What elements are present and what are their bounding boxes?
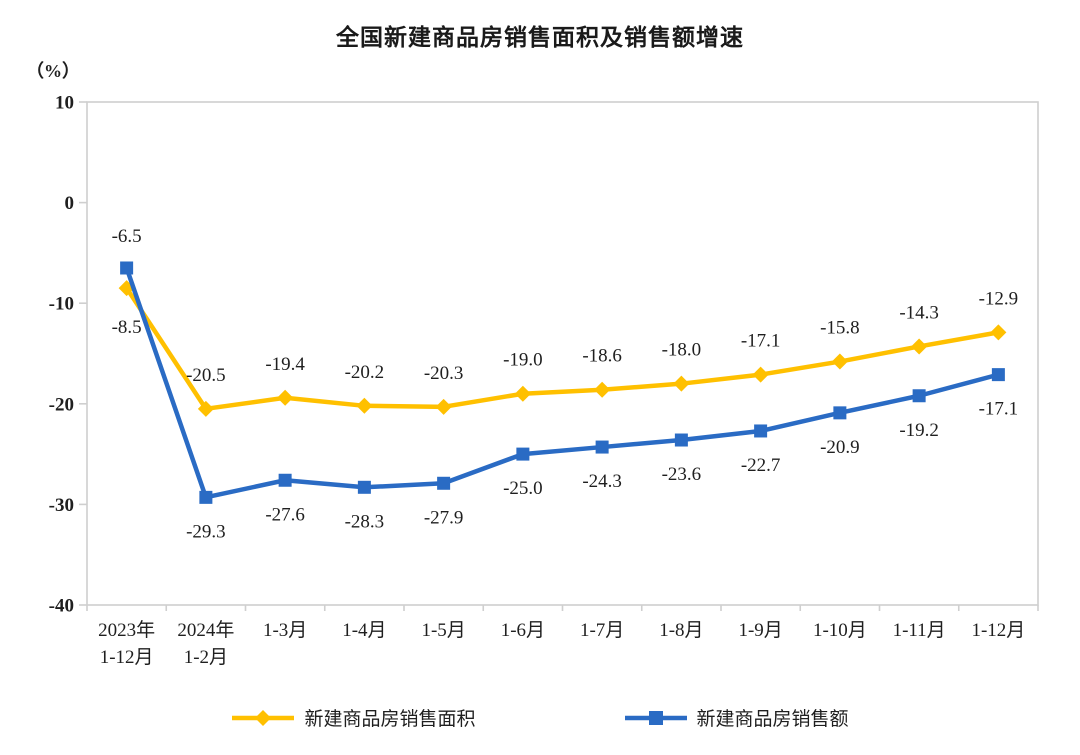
- sales-area-diamond-marker: [831, 353, 848, 370]
- sales-amount-data-label: -27.6: [265, 504, 305, 525]
- sales-area-data-label: -15.8: [820, 318, 860, 339]
- x-tick-label: 2024年 1-2月: [177, 619, 234, 668]
- legend-label-sales-area: 新建商品房销售面积: [304, 709, 476, 730]
- sales-area-line: [124, 286, 999, 412]
- sales-amount-data-label: -25.0: [503, 478, 543, 499]
- sales-area-diamond-marker: [277, 389, 294, 406]
- sales-area-data-label: -19.4: [265, 354, 305, 375]
- sales-area-diamond-marker: [514, 385, 531, 402]
- sales-amount-square-marker: [595, 440, 609, 454]
- sales-amount-square-marker: [278, 473, 292, 487]
- legend-item-sales-amount: 新建商品房销售额: [624, 704, 849, 731]
- sales-area-diamond-marker: [911, 338, 928, 355]
- sales-area-data-label: -20.3: [424, 363, 464, 384]
- sales-amount-data-label: -23.6: [662, 464, 702, 485]
- x-tick-label: 1-6月: [501, 620, 545, 641]
- x-tick-label: 1-11月: [893, 620, 946, 641]
- sales-amount-data-label: -17.1: [979, 399, 1019, 420]
- sales-amount-square-marker: [833, 406, 847, 420]
- x-tick-label: 2023年 1-12月: [98, 619, 155, 668]
- sales-area-data-label: -8.5: [112, 317, 142, 338]
- sales-area-data-label: -12.9: [979, 288, 1019, 309]
- chart-title: 全国新建商品房销售面积及销售额增速: [336, 24, 744, 50]
- sales-area-data-label: -14.3: [899, 302, 939, 323]
- x-tick-label: 1-7月: [580, 620, 624, 641]
- legend-label-sales-amount: 新建商品房销售额: [696, 709, 849, 730]
- sales-area-data-label: -19.0: [503, 350, 543, 371]
- sales-amount-square-marker: [120, 261, 134, 275]
- y-tick-label: -30: [49, 495, 74, 516]
- sales-amount-data-label: -27.9: [424, 507, 464, 528]
- sales-area-diamond-marker: [990, 324, 1007, 341]
- sales-amount-square-marker: [357, 480, 371, 494]
- sales-amount-square-marker: [912, 389, 926, 403]
- y-tick-label: 0: [65, 193, 75, 214]
- legend-marker-sales-area-diamond: [232, 709, 295, 726]
- y-axis-unit-label: （%）: [26, 61, 80, 81]
- y-tick-label: -40: [49, 596, 74, 617]
- sales-amount-square-marker: [516, 447, 530, 461]
- sales-amount-square-marker: [754, 424, 768, 438]
- x-tick-label: 1-4月: [342, 620, 386, 641]
- sales-area-data-label: -20.2: [345, 362, 385, 383]
- sales-area-data-label: -17.1: [741, 331, 781, 352]
- x-tick-label: 1-12月: [971, 620, 1025, 641]
- sales-area-diamond-marker: [197, 400, 214, 417]
- sales-area-data-label: -18.6: [582, 346, 622, 367]
- sales-amount-data-label: -29.3: [186, 521, 226, 542]
- x-tick-label: 1-3月: [263, 620, 307, 641]
- legend-item-sales-area: 新建商品房销售面积: [231, 704, 476, 731]
- y-tick-label: -20: [49, 394, 74, 415]
- sales-area-diamond-marker: [673, 375, 690, 392]
- x-tick-label: 1-5月: [421, 620, 465, 641]
- sales-amount-data-label: -20.9: [820, 437, 860, 458]
- sales-amount-square-marker: [674, 433, 688, 447]
- sales-amount-data-label: -22.7: [741, 455, 781, 476]
- sales-area-diamond-marker: [435, 398, 452, 415]
- legend-marker-sales-amount-square: [624, 710, 687, 725]
- y-tick-label: -10: [49, 294, 74, 315]
- sales-amount-data-label: -19.2: [899, 420, 939, 441]
- sales-amount-data-label: -24.3: [582, 471, 622, 492]
- sales-amount-square-marker: [991, 368, 1005, 382]
- sales-area-diamond-marker: [594, 381, 611, 398]
- x-tick-label: 1-8月: [659, 620, 703, 641]
- sales-area-data-label: -20.5: [186, 365, 226, 386]
- sales-area-data-label: -18.0: [662, 340, 702, 361]
- sales-amount-square-marker: [437, 476, 451, 490]
- y-tick-label: 10: [55, 93, 74, 114]
- sales-area-diamond-marker: [752, 366, 769, 383]
- plot-border: [86, 101, 1039, 606]
- x-tick-label: 1-10月: [813, 620, 867, 641]
- sales-amount-data-label: -28.3: [345, 511, 385, 532]
- chart-legend: 新建商品房销售面积 新建商品房销售额: [0, 704, 1080, 731]
- sales-area-diamond-marker: [356, 397, 373, 414]
- sales-amount-line: [124, 267, 999, 500]
- sales-amount-data-label: -6.5: [112, 226, 142, 247]
- sales-amount-square-marker: [199, 490, 213, 504]
- x-tick-label: 1-9月: [738, 620, 782, 641]
